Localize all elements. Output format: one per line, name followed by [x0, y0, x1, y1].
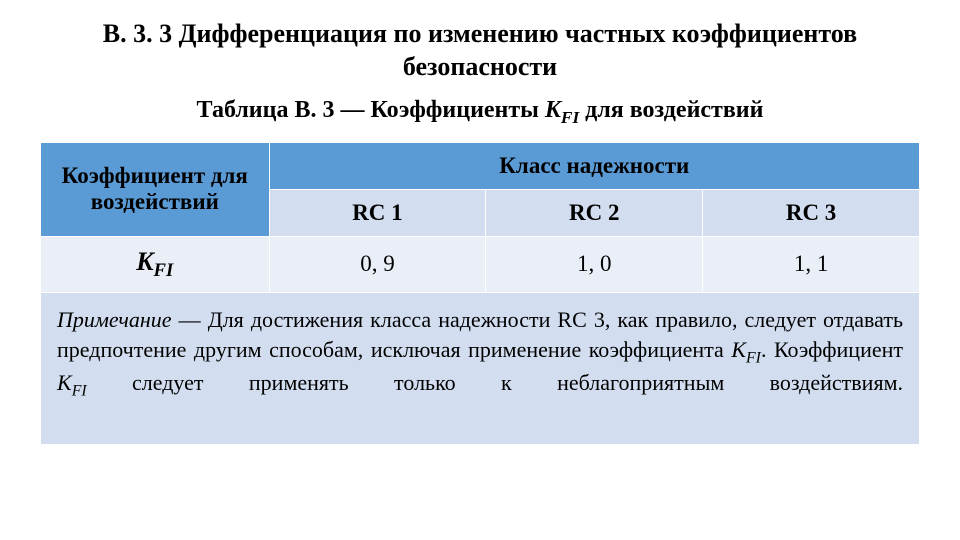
kfi-symbol: KFI: [731, 337, 761, 362]
note-seg3: следует применять только к неблагоприятн…: [87, 370, 903, 395]
table-note-row: Примечание — Для достижения класса надеж…: [41, 292, 920, 444]
col-rc1: RC 1: [269, 189, 486, 236]
caption-suffix: для воздействий: [579, 97, 763, 123]
table-data-row: KFI 0, 9 1, 0 1, 1: [41, 236, 920, 292]
section-title: В. 3. 3 Дифференциация по изменению част…: [40, 18, 920, 83]
note-lead: Примечание: [57, 307, 172, 332]
caption-prefix: Таблица В. 3 — Коэффициенты: [197, 97, 545, 123]
group-header: Класс надежности: [269, 142, 919, 189]
table-note: Примечание — Для достижения класса надеж…: [41, 292, 920, 444]
kfi-symbol: KFI: [545, 97, 579, 123]
val-rc2: 1, 0: [486, 236, 703, 292]
kfi-symbol: KFI: [57, 370, 87, 395]
coef-label: KFI: [41, 236, 270, 292]
table-header-row: Коэффициент для воздействий Класс надежн…: [41, 142, 920, 189]
val-rc1: 0, 9: [269, 236, 486, 292]
row-header: Коэффициент для воздействий: [41, 142, 270, 236]
table-caption: Таблица В. 3 — Коэффициенты KFI для возд…: [40, 97, 920, 128]
val-rc3: 1, 1: [703, 236, 920, 292]
col-rc2: RC 2: [486, 189, 703, 236]
slide: В. 3. 3 Дифференциация по изменению част…: [0, 0, 960, 540]
coefficients-table: Коэффициент для воздействий Класс надежн…: [40, 142, 920, 445]
col-rc3: RC 3: [703, 189, 920, 236]
note-seg2: . Коэффициент: [761, 337, 903, 362]
